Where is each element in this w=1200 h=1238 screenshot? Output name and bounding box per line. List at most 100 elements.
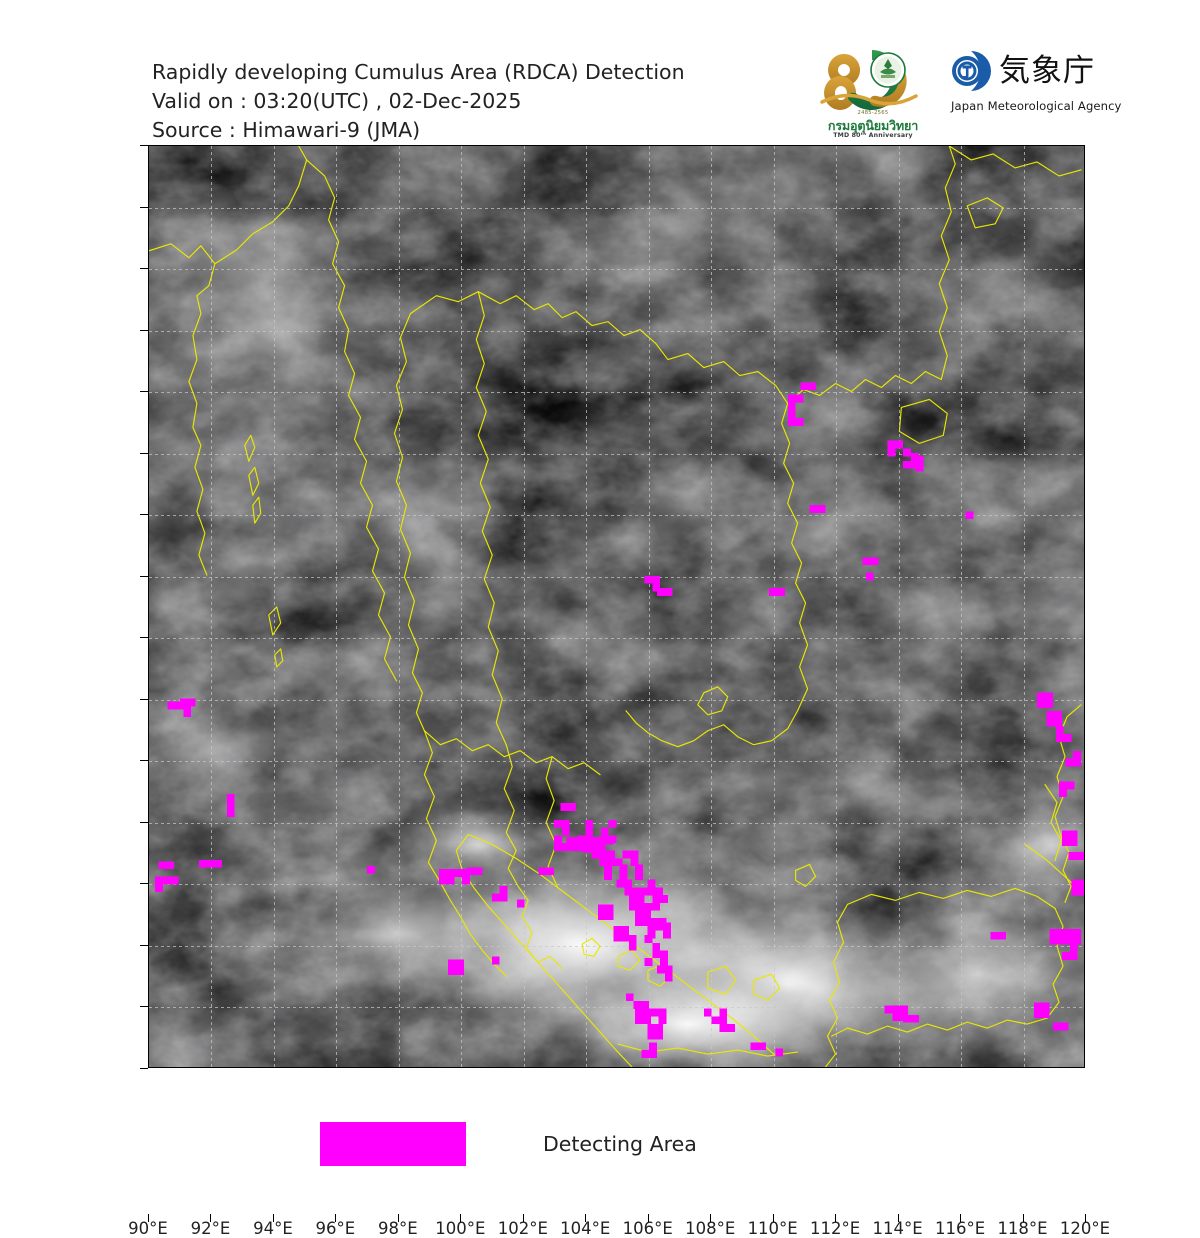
jma-logo: 気象庁 Japan Meteorological Agency [950, 44, 1121, 122]
rdca-detection-cell [663, 922, 672, 931]
rdca-detection-cell [491, 893, 500, 902]
rdca-detection-cell [630, 850, 639, 859]
rdca-detection-cell [1069, 951, 1078, 960]
tmd-name-thai: กรมอุตุนิยมวิทยา [827, 118, 919, 133]
rdca-detection-cell [1065, 928, 1074, 937]
rdca-detection-cell [491, 956, 500, 965]
rdca-detection-cell [649, 1050, 657, 1059]
rdca-detection-cell [226, 801, 235, 810]
rdca-detection-cell [1068, 852, 1077, 860]
rdca-detection-cell [438, 876, 447, 885]
x-axis-tick-mark [960, 1214, 962, 1222]
rdca-detection-cell [574, 836, 583, 845]
rdca-detection-cell [1063, 734, 1072, 742]
rdca-detection-cell [862, 557, 871, 566]
rdca-detection-cell [1059, 789, 1067, 798]
rdca-detection-cell [1049, 936, 1058, 945]
rdca-detection-cell [892, 1013, 901, 1022]
rdca-detection-cell [625, 993, 634, 1002]
rdca-detection-cell [892, 1005, 901, 1014]
jma-kanji-label: 気象庁 [999, 53, 1095, 89]
rdca-detection-cell [884, 1005, 893, 1014]
rdca-detection-cell [516, 899, 525, 908]
rdca-detection-cell [455, 967, 464, 976]
rdca-detection-cell [1054, 710, 1063, 719]
rdca-detection-cell [655, 922, 664, 931]
y-axis-tick-mark [140, 821, 148, 823]
legend-swatch-detecting-area [320, 1122, 466, 1166]
rdca-detection-cell [226, 793, 235, 802]
y-axis-tick-mark [140, 575, 148, 577]
rdca-detection-cell [647, 922, 656, 931]
rdca-detection-cell [915, 463, 924, 472]
rdca-detection-cell [775, 1048, 784, 1057]
satellite-map[interactable] [148, 145, 1085, 1068]
rdca-detection-cell [367, 865, 375, 874]
rdca-detection-cell [657, 965, 665, 974]
rdca-detection-cell [1079, 887, 1084, 896]
rdca-detection-cell [649, 1042, 657, 1051]
rdca-detection-cell [664, 973, 673, 982]
x-axis-tick-mark [148, 1214, 149, 1222]
rdca-detection-cell [808, 382, 816, 391]
rdca-detection-cell [628, 935, 637, 943]
rdca-detection-cell [652, 902, 661, 911]
rdca-detection-cell [1037, 692, 1046, 701]
rdca-detection-cell [597, 836, 606, 845]
rdca-detection-cell [642, 918, 651, 927]
infrared-cloud-imagery [149, 146, 1084, 1067]
rdca-detection-cell [474, 867, 483, 876]
rdca-detection-cell [758, 1042, 767, 1051]
rdca-detection-cell [569, 843, 578, 852]
rdca-detection-cell [1055, 726, 1064, 735]
rdca-detection-cell [599, 850, 608, 859]
rdca-detection-cell [641, 1050, 650, 1059]
tmd-years: 2485-2565 [857, 110, 889, 116]
rdca-detection-cell [787, 394, 796, 403]
rdca-detection-cell [597, 844, 606, 853]
jma-emblem-icon [952, 51, 991, 91]
rdca-detection-cell [155, 884, 164, 893]
rdca-detection-cell [455, 959, 464, 968]
rdca-detection-cell [624, 887, 633, 896]
x-axis-tick-mark [1085, 1214, 1086, 1222]
rdca-detection-cell [175, 701, 184, 710]
rdca-detection-cell [158, 861, 167, 870]
rdca-detection-cell [658, 1008, 667, 1017]
rdca-detection-cell [1057, 936, 1066, 945]
x-axis-tick-mark [897, 1214, 899, 1222]
rdca-detection-cell [636, 895, 645, 903]
rdca-detection-cell [170, 876, 179, 885]
rdca-detection-cell [652, 583, 661, 592]
rdca-detection-cell [915, 456, 924, 464]
rdca-detection-cell [703, 1008, 712, 1017]
rdca-detection-cell [650, 1008, 659, 1017]
rdca-detection-cell [911, 453, 919, 461]
rdca-detection-cell [990, 931, 999, 940]
rdca-detection-cell [1037, 700, 1046, 709]
rdca-detection-cell [446, 876, 455, 885]
rdca-detection-cell [561, 827, 570, 836]
rdca-detection-cell [448, 967, 456, 976]
rdca-detection-cell [1049, 928, 1058, 937]
rdca-detection-cell [711, 1016, 720, 1025]
rdca-detection-cell [591, 850, 600, 859]
rdca-detection-cell [600, 827, 609, 836]
rdca-detection-cell [655, 1031, 664, 1040]
rdca-detection-cell [887, 448, 896, 457]
rdca-detection-cell [658, 1016, 667, 1025]
rdca-detection-cell [605, 904, 614, 913]
rdca-detection-cell [1066, 781, 1075, 790]
rdca-detection-cell [438, 869, 447, 877]
rdca-detection-cell [608, 819, 617, 828]
x-axis-tick-mark [710, 1214, 712, 1222]
rdca-detection-cell [1057, 928, 1066, 937]
rdca-detection-cell [647, 887, 656, 896]
rdca-detecting-area-layer [155, 382, 1084, 1059]
rdca-detection-cell [647, 879, 656, 888]
rdca-detection-cell [1046, 718, 1055, 727]
rdca-detection-cell [166, 861, 174, 870]
page-header: Rapidly developing Cumulus Area (RDCA) D… [152, 58, 685, 145]
y-axis-tick-mark [140, 145, 148, 146]
rdca-detection-cell [585, 827, 594, 836]
